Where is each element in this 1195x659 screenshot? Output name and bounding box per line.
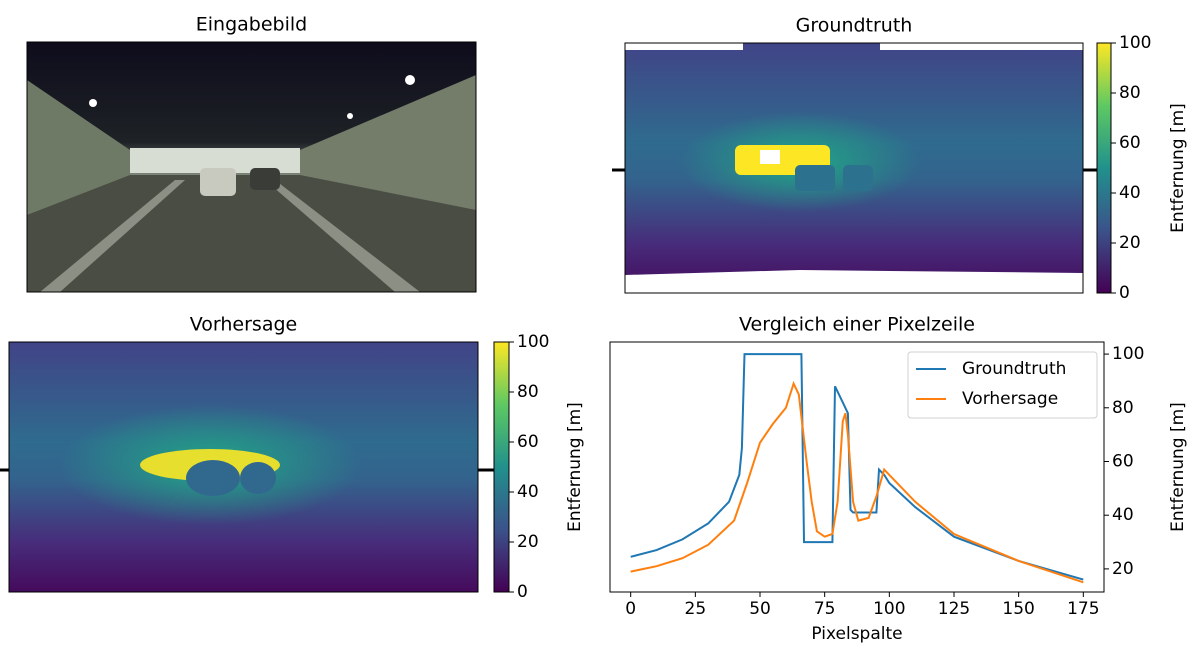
- colorbar-tick-label: 40: [1119, 183, 1141, 203]
- chart-title: Eingabebild: [196, 14, 307, 36]
- colorbar-tick-label: 80: [1119, 83, 1141, 103]
- line-series: [630, 353, 1084, 581]
- colorbar-label: Entfernung [m]: [565, 402, 585, 532]
- x-tick-label: 150: [1002, 599, 1034, 619]
- y-tick-label: 80: [1112, 398, 1134, 418]
- x-tick-label: 75: [814, 599, 836, 619]
- chart-title: Vorhersage: [190, 314, 297, 336]
- colorbar: [1096, 42, 1112, 294]
- prediction-image: [0, 341, 494, 593]
- colorbar-tick-label: 20: [517, 532, 539, 552]
- x-tick-label: 125: [938, 599, 970, 619]
- legend-box: [907, 351, 1098, 419]
- y-tick-label: 100: [1112, 344, 1144, 364]
- legend-label: Vorhersage: [962, 389, 1058, 409]
- plot-frame: [609, 341, 1105, 593]
- colorbar-tick-label: 100: [517, 332, 549, 352]
- x-tick-label: 25: [685, 599, 707, 619]
- x-tick-label: 50: [749, 599, 771, 619]
- input-image: [26, 41, 477, 293]
- y-tick-label: 60: [1112, 451, 1134, 471]
- colorbar-tick-label: 60: [517, 432, 539, 452]
- x-tick-label: 0: [625, 599, 636, 619]
- colorbar-tick-label: 60: [1119, 133, 1141, 153]
- colorbar-tick-label: 0: [1119, 283, 1130, 303]
- colorbar-tick-label: 100: [1119, 33, 1151, 53]
- x-tick-label: 100: [873, 599, 905, 619]
- colorbar-tick-label: 40: [517, 482, 539, 502]
- colorbar-tick-label: 80: [517, 382, 539, 402]
- line-series: [630, 380, 1084, 584]
- colorbar-tick-label: 0: [517, 582, 528, 602]
- colorbar-label: Entfernung [m]: [1168, 103, 1188, 233]
- groundtruth-image: [612, 42, 1097, 294]
- chart-title: Groundtruth: [796, 15, 913, 37]
- colorbar: [493, 341, 510, 593]
- y-tick-label: 40: [1112, 505, 1134, 525]
- x-axis-label: Pixelspalte: [811, 624, 902, 644]
- legend-label: Groundtruth: [962, 359, 1066, 379]
- chart-title: Vergleich einer Pixelzeile: [739, 314, 975, 336]
- colorbar-tick-label: 20: [1119, 233, 1141, 253]
- y-tick-label: 20: [1112, 559, 1134, 579]
- x-tick-label: 175: [1067, 599, 1099, 619]
- y-axis-label: Entfernung [m]: [1168, 402, 1188, 532]
